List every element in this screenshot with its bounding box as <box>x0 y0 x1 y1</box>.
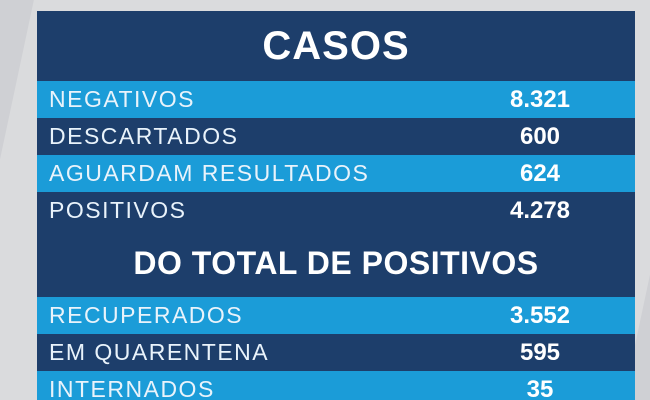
row-label: INTERNADOS <box>49 376 215 400</box>
row-value: 600 <box>519 122 561 150</box>
row-value: 4.278 <box>509 196 571 224</box>
table-row: AGUARDAM RESULTADOS 624 <box>37 155 635 192</box>
row-label: AGUARDAM RESULTADOS <box>49 160 370 186</box>
cases-table: CASOS NEGATIVOS 8.321 DESCARTADOS 600 AG… <box>37 11 635 400</box>
row-label: DESCARTADOS <box>49 123 239 149</box>
table-row: POSITIVOS 4.278 <box>37 192 635 229</box>
table-row: NEGATIVOS 8.321 <box>37 81 635 118</box>
table-row: DESCARTADOS 600 <box>37 118 635 155</box>
row-label: NEGATIVOS <box>49 86 195 112</box>
section-title: DO TOTAL DE POSITIVOS <box>37 229 635 297</box>
row-label: EM QUARENTENA <box>49 339 270 365</box>
row-label: POSITIVOS <box>49 197 187 223</box>
row-value: 35 <box>526 375 554 400</box>
row-value: 8.321 <box>509 85 571 113</box>
table-title-text: CASOS <box>262 23 410 68</box>
section-title-text: DO TOTAL DE POSITIVOS <box>133 244 539 281</box>
row-value: 624 <box>519 159 561 187</box>
row-value: 595 <box>519 338 561 366</box>
row-value: 3.552 <box>509 301 571 329</box>
row-label: RECUPERADOS <box>49 302 244 328</box>
table-row: RECUPERADOS 3.552 <box>37 297 635 334</box>
table-row: INTERNADOS 35 <box>37 371 635 400</box>
table-row: EM QUARENTENA 595 <box>37 334 635 371</box>
table-title: CASOS <box>37 11 635 81</box>
